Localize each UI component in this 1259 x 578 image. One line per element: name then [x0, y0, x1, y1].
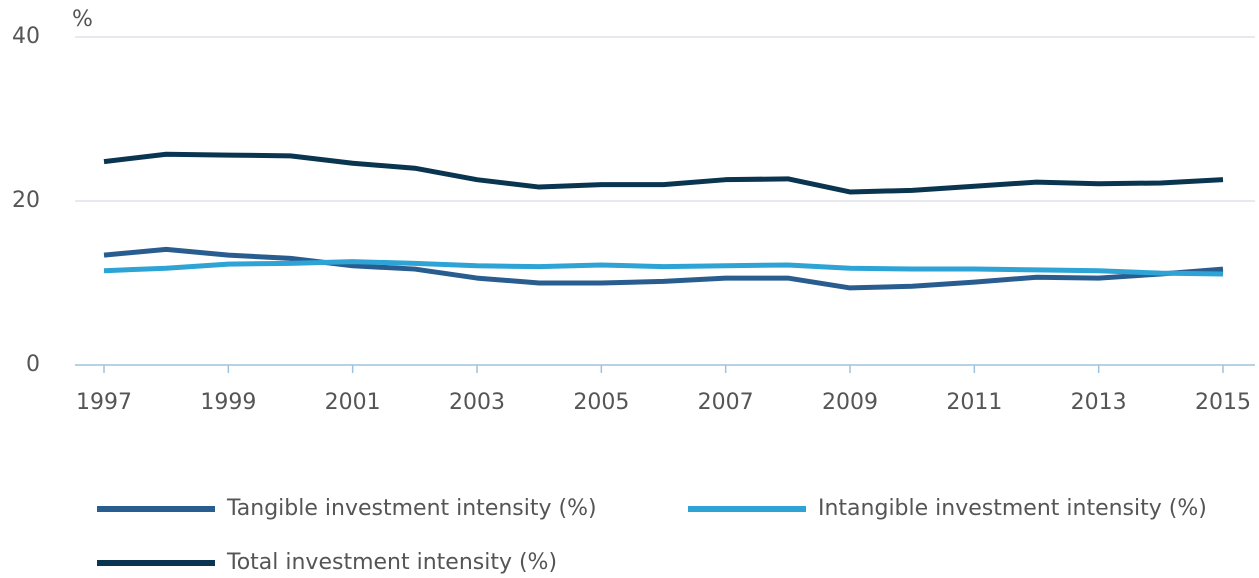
x-tick-label: 2003 [449, 390, 505, 415]
legend-label: Tangible investment intensity (%) [226, 496, 597, 521]
x-tick-label: 1997 [76, 390, 132, 415]
x-tick-label: 2005 [573, 390, 629, 415]
x-tick-label: 2009 [822, 390, 878, 415]
x-tick-label: 2007 [698, 390, 754, 415]
x-tick-label: 2013 [1071, 390, 1127, 415]
y-tick-label: 0 [26, 352, 40, 377]
y-axis-unit: % [72, 7, 93, 32]
series-line [103, 151, 1224, 195]
y-tick-label: 40 [12, 24, 40, 49]
x-tick-label: 2011 [946, 390, 1002, 415]
series-line [103, 259, 1224, 277]
x-tick-label: 2015 [1195, 390, 1251, 415]
y-tick-label: 20 [12, 188, 40, 213]
legend-label: Total investment intensity (%) [226, 550, 557, 575]
x-tick-label: 2001 [325, 390, 381, 415]
series-line [103, 246, 1224, 291]
x-tick-label: 1999 [200, 390, 256, 415]
legend-label: Intangible investment intensity (%) [818, 496, 1207, 521]
